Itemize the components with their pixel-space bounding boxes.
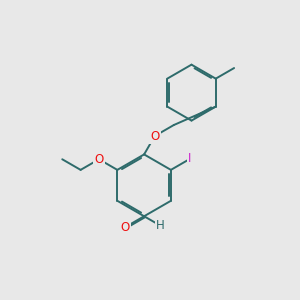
Text: O: O [94, 153, 103, 166]
Text: O: O [150, 130, 159, 142]
Text: H: H [156, 219, 165, 232]
Text: I: I [188, 152, 192, 165]
Text: O: O [120, 221, 130, 234]
